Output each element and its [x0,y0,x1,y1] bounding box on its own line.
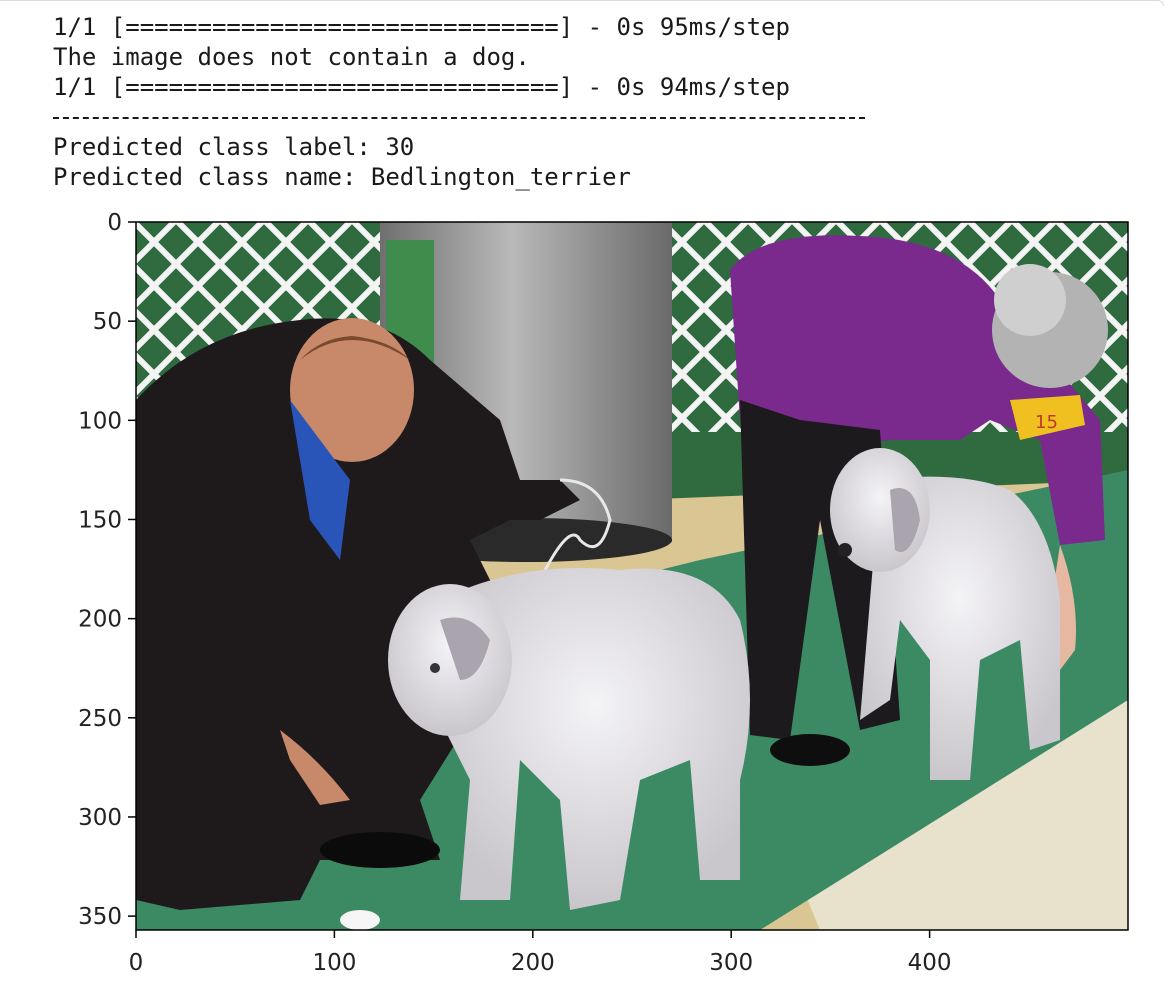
y-tick-label: 350 [78,904,122,930]
separator-line [53,102,865,132]
predicted-name-line: Predicted class name: Bedlington_terrier [53,163,631,191]
y-tick-label: 300 [78,805,122,831]
y-tick-label: 250 [78,706,122,732]
dog-show-photo: 15 [136,222,1128,930]
dog-back [830,448,1060,780]
y-axis: 0 50 100 150 200 250 300 350 [78,210,136,930]
predicted-label-line: Predicted class label: 30 [53,133,415,161]
y-tick-label: 200 [78,607,122,633]
badge-number: 15 [1035,412,1058,433]
x-tick-label: 100 [312,950,356,976]
x-tick-label: 0 [129,950,144,976]
x-axis: 0 100 200 300 400 [129,930,952,976]
x-tick-label: 200 [511,950,555,976]
y-tick-label: 50 [93,309,122,335]
progress-line-1: 1/1 [==============================] - 0… [53,13,790,41]
x-tick-label: 300 [709,950,753,976]
y-tick-label: 100 [78,408,122,434]
dog-front [388,568,750,910]
x-tick-label: 400 [908,950,952,976]
y-tick-label: 150 [78,507,122,533]
progress-line-2: 1/1 [==============================] - 0… [53,73,790,101]
no-dog-message: The image does not contain a dog. [53,43,530,71]
y-tick-label: 0 [107,210,122,236]
plot-frame [135,221,1129,931]
cell-output: 1/1 [==============================] - 0… [53,12,865,192]
